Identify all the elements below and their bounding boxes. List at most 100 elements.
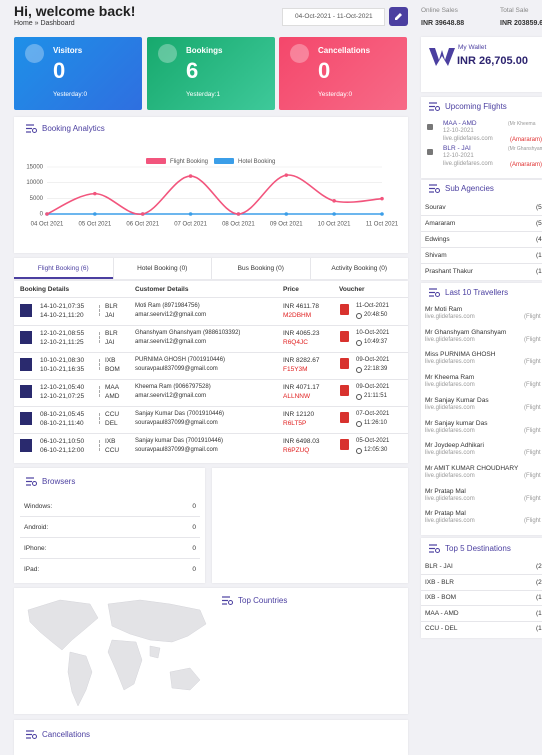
clock-icon [356,340,362,346]
text: BLR [105,330,118,337]
empty-panel [212,468,408,583]
text: CCU - DEL [425,625,458,632]
text: IPhone: [24,545,47,552]
x-tick-label: 06 Oct 2021 [126,222,159,228]
text: 12-10-21,07:25 [40,393,85,400]
text: live.glidefares.com [425,336,475,343]
text: IXB - BLR [425,578,454,586]
panel-title: Sub Agencies [445,184,494,193]
wallet-logo [429,46,455,68]
text: INR 8282.67 [283,357,320,364]
panel-title: Upcoming Flights [445,102,507,111]
text: (4 [536,236,542,243]
text: Sanjay Kumar Das (7001910446) [135,411,225,417]
separator [20,537,200,538]
text: live.glidefares.com [425,382,475,389]
table-header: Price [283,286,299,293]
text: Mr Pratap Mal [425,487,466,495]
text: 06-10-21,12:00 [40,447,85,454]
text: Mr Moti Ram [425,306,463,313]
point [140,212,145,216]
route-line [99,332,100,343]
edit-button[interactable] [389,7,408,26]
text: INR 12120 [283,411,315,418]
point [93,212,97,216]
stat-value: INR 39648.88 [421,20,465,27]
tab[interactable]: Flight Booking (6) [14,258,113,279]
text: 0 [192,524,196,531]
point [284,212,289,216]
text: IPad: [24,566,40,573]
separator [14,379,408,380]
text: 22:18:39 [364,366,388,372]
point [236,212,241,216]
text: (Flight [524,336,541,343]
pdf-icon[interactable] [340,385,349,396]
text: Kheema Ram (9066797528) [135,384,211,390]
route-line [99,413,100,424]
text: live.glidefares.com [425,518,475,525]
text: CCU [105,447,120,454]
text: Mr Joydeep Adhikari [425,442,484,450]
separator [14,406,408,407]
text: Miss PURNIMA GHOSH [425,351,496,359]
point [332,199,336,203]
table-header: Voucher [339,286,365,293]
cancellations-panel [14,720,408,755]
text: Mr Sanjay Kumar Das [425,396,489,404]
text: R6Q4JC [283,339,308,346]
text: 14-10-21,11:20 [40,312,84,319]
tab[interactable]: Hotel Booking (0) [112,258,212,279]
text: DEL [105,420,118,427]
text: INR 4065.23 [283,330,320,337]
panel-icon [429,544,440,553]
text: (Mr Kheema [508,121,536,127]
text: 09-Oct-2021 [356,357,390,363]
text: live.glidefares.com [443,136,493,142]
text: amar.seervi12@gmail.com [135,393,207,399]
stat-label: Total Sale [500,7,529,14]
separator [20,558,200,559]
table-header: Booking Details [20,286,70,293]
x-tick-label: 09 Oct 2021 [270,222,303,228]
text: (1 [536,625,542,632]
panel-icon [429,288,440,297]
airline-logo [20,439,32,452]
text: 12-10-21,08:55 [40,330,85,337]
text: live.glidefares.com [425,359,475,366]
pdf-icon[interactable] [340,439,349,450]
text: 10-10-21,08:30 [40,357,85,364]
text: (1 [536,594,542,601]
text: (1 [536,268,542,275]
text: 14-10-21,07:35 [40,303,85,310]
panel-title: Cancellations [42,730,91,739]
pdf-icon[interactable] [340,412,349,423]
legend-label: Hotel Booking [238,159,275,165]
point [284,173,289,177]
point [188,174,193,178]
clock-icon [356,367,362,373]
x-tick-label: 04 Oct 2021 [31,222,64,228]
tab[interactable]: Bus Booking (0) [211,258,310,279]
stat-card [14,37,142,110]
text: (Flight [524,427,541,434]
separator [14,352,408,353]
text: (Flight [524,495,541,502]
sub-agencies-panel [421,180,542,280]
tab[interactable]: Activity Booking (0) [309,258,409,279]
card-value: 0 [53,58,66,83]
wallet-label: My Wallet [458,44,487,51]
text: 20:48:50 [364,312,388,318]
date-range[interactable]: 04-Oct-2021 - 11-Oct-2021 [282,8,385,26]
clock-icon [356,421,362,427]
separator [14,325,408,326]
text: (Flight [524,359,541,366]
pdf-icon[interactable] [340,331,349,342]
text: 10:49:37 [364,339,388,345]
card-title: Visitors [53,46,83,55]
separator [421,620,542,622]
pdf-icon[interactable] [340,358,349,369]
pdf-icon[interactable] [340,304,349,315]
text: 0 [192,566,196,573]
card-icon [290,44,309,63]
